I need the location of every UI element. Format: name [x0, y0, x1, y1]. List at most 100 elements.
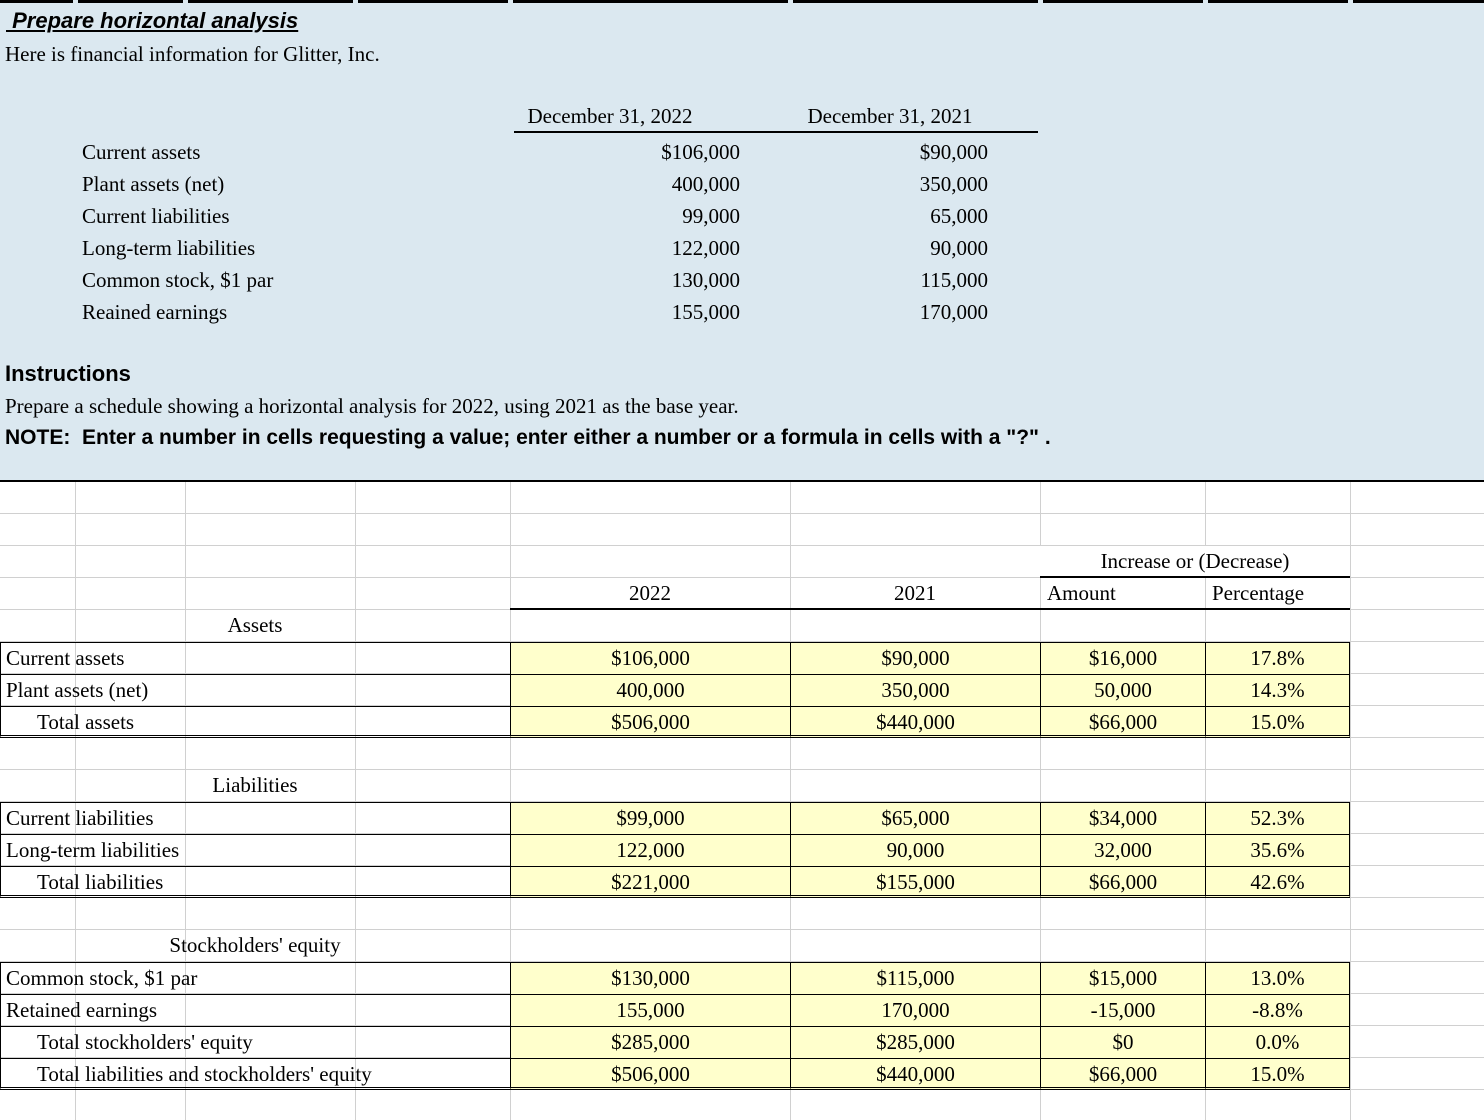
cell-percentage[interactable]: 17.8%	[1205, 642, 1350, 674]
column-header-amount: Amount	[1040, 578, 1205, 610]
column-header-2021: 2021	[790, 578, 1040, 610]
gridline-vertical	[510, 482, 511, 1120]
row-label: Total liabilities and stockholders' equi…	[0, 1058, 510, 1090]
note-text: NOTE: Enter a number in cells requesting…	[5, 426, 1051, 449]
info-value-2021: 115,000	[920, 268, 988, 292]
cell-amount[interactable]: $66,000	[1040, 1058, 1205, 1090]
info-value-2022: $106,000	[661, 140, 740, 164]
row-label: Retained earnings	[0, 994, 510, 1026]
worksheet-row: Current assets $106,000 $90,000 $16,000 17.8…	[0, 642, 1350, 674]
cell-2021[interactable]: 350,000	[790, 674, 1040, 706]
row-label: Current assets	[0, 642, 510, 674]
cell-percentage[interactable]: 13.0%	[1205, 962, 1350, 994]
cell-2022[interactable]: $106,000	[510, 642, 790, 674]
column-boundary-notch	[788, 0, 793, 3]
info-value-2021: 350,000	[919, 172, 988, 196]
row-label: Plant assets (net)	[0, 674, 510, 706]
cell-amount[interactable]: 32,000	[1040, 834, 1205, 866]
gridline-vertical	[355, 482, 356, 1120]
instructions-heading: Instructions	[5, 361, 131, 386]
cell-2021[interactable]: $155,000	[790, 866, 1040, 898]
cell-amount[interactable]: $0	[1040, 1026, 1205, 1058]
top-grid-edge	[0, 0, 1484, 3]
cell-2022[interactable]: 400,000	[510, 674, 790, 706]
cell-amount[interactable]: $66,000	[1040, 866, 1205, 898]
cell-2022[interactable]: 122,000	[510, 834, 790, 866]
info-row-label: Current assets	[82, 140, 201, 164]
worksheet-row: Current liabilities $99,000 $65,000 $34,000…	[0, 802, 1350, 834]
row-label: Long-term liabilities	[0, 834, 510, 866]
cell-2022[interactable]: $506,000	[510, 706, 790, 738]
cell-amount[interactable]: -15,000	[1040, 994, 1205, 1026]
column-boundary-notch	[1038, 0, 1043, 3]
info-row-label: Long-term liabilities	[82, 236, 256, 260]
cell-percentage[interactable]: 15.0%	[1205, 1058, 1350, 1090]
cell-percentage[interactable]: 15.0%	[1205, 706, 1350, 738]
gridline-vertical	[185, 482, 186, 1120]
column-boundary-notch	[1348, 0, 1353, 3]
cell-percentage[interactable]: 0.0%	[1205, 1026, 1350, 1058]
cell-percentage[interactable]: -8.8%	[1205, 994, 1350, 1026]
cell-2022[interactable]: $506,000	[510, 1058, 790, 1090]
cell-percentage[interactable]: 42.6%	[1205, 866, 1350, 898]
cell-2021[interactable]: $115,000	[790, 962, 1040, 994]
section-title-row: Assets	[0, 610, 1350, 642]
row-label: Total assets	[0, 706, 510, 738]
cell-percentage[interactable]: 35.6%	[1205, 834, 1350, 866]
worksheet-row: Total stockholders' equity $285,000 $285,0…	[0, 1026, 1350, 1058]
cell-2022[interactable]: 155,000	[510, 994, 790, 1026]
info-col-header-2022: December 31, 2022	[527, 104, 693, 128]
cell-percentage[interactable]: 14.3%	[1205, 674, 1350, 706]
section-title-row: Stockholders' equity	[0, 930, 1350, 962]
cell-percentage[interactable]: 52.3%	[1205, 802, 1350, 834]
info-value-2022: 155,000	[671, 300, 740, 324]
column-header-row: 2022 2021 Amount Percentage	[0, 578, 1350, 610]
worksheet-row: Total liabilities and stockholders' equi…	[0, 1058, 1350, 1090]
cell-2021[interactable]: $285,000	[790, 1026, 1040, 1058]
cell-2021[interactable]: 90,000	[790, 834, 1040, 866]
info-value-2022: 130,000	[671, 268, 740, 292]
info-value-2022: 122,000	[671, 236, 740, 260]
spacer-row	[0, 898, 1350, 930]
info-col-header-2021: December 31, 2021	[807, 104, 973, 128]
gridline-vertical	[75, 482, 76, 1120]
cell-amount[interactable]: $15,000	[1040, 962, 1205, 994]
cell-2021[interactable]: $90,000	[790, 642, 1040, 674]
gridline-vertical	[1040, 482, 1041, 1120]
info-table-row: Plant assets (net) 400,000 350,000	[0, 168, 1484, 200]
gridline-vertical	[1350, 482, 1351, 1120]
row-label: Common stock, $1 par	[0, 962, 510, 994]
cell-2021[interactable]: $65,000	[790, 802, 1040, 834]
worksheet-grid: Increase or (Decrease) 2022 2021 Amount Perc…	[0, 482, 1484, 1120]
worksheet-row: Common stock, $1 par $130,000 $115,000 $15,…	[0, 962, 1350, 994]
column-boundary-notch	[73, 0, 78, 3]
column-header-percentage: Percentage	[1205, 578, 1350, 610]
cell-amount[interactable]: $66,000	[1040, 706, 1205, 738]
info-table-row: Reained earnings 155,000 170,000	[0, 296, 1484, 328]
instructions-text: Prepare a schedule showing a horizontal …	[5, 394, 739, 418]
worksheet-row: Total liabilities $221,000 $155,000 $66,000…	[0, 866, 1350, 898]
column-boundary-notch	[183, 0, 188, 3]
info-header-underline	[514, 131, 1038, 133]
cell-amount[interactable]: $16,000	[1040, 642, 1205, 674]
cell-amount[interactable]: $34,000	[1040, 802, 1205, 834]
cell-amount[interactable]: 50,000	[1040, 674, 1205, 706]
gridline-vertical	[790, 482, 791, 1120]
section-title: Liabilities	[212, 773, 298, 797]
info-value-2021: 90,000	[930, 236, 988, 260]
info-table-row: Current liabilities 99,000 65,000	[0, 200, 1484, 232]
cell-2022[interactable]: $130,000	[510, 962, 790, 994]
cell-2021[interactable]: $440,000	[790, 706, 1040, 738]
info-row-label: Current liabilities	[82, 204, 230, 228]
cell-2022[interactable]: $285,000	[510, 1026, 790, 1058]
cell-2022[interactable]: $221,000	[510, 866, 790, 898]
info-value-2022: 400,000	[671, 172, 740, 196]
cell-2021[interactable]: 170,000	[790, 994, 1040, 1026]
spacer-row	[0, 738, 1350, 770]
column-boundary-notch	[1203, 0, 1208, 3]
increase-header-cell: Increase or (Decrease)	[1040, 546, 1350, 578]
gridline-vertical	[1205, 482, 1206, 1120]
cell-2022[interactable]: $99,000	[510, 802, 790, 834]
info-table-row: Long-term liabilities 122,000 90,000	[0, 232, 1484, 264]
cell-2021[interactable]: $440,000	[790, 1058, 1040, 1090]
